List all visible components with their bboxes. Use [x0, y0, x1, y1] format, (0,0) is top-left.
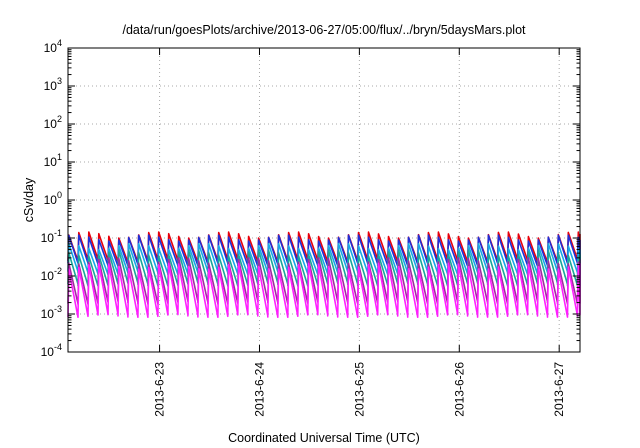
y-tick-label: 10-4: [41, 342, 62, 359]
x-tick-label: 2013-6-27: [552, 362, 566, 417]
y-tick-label: 104: [44, 38, 62, 55]
x-tick-label: 2013-6-25: [352, 362, 366, 417]
data-series-line: [67, 234, 581, 267]
data-series-line: [67, 262, 581, 319]
chart-title: /data/run/goesPlots/archive/2013-06-27/0…: [122, 23, 526, 37]
y-tick-label: 10-3: [41, 304, 62, 321]
axis-ticks: [68, 47, 580, 353]
x-axis-label: Coordinated Universal Time (UTC): [228, 431, 420, 445]
y-tick-label: 103: [44, 76, 62, 93]
y-tick-label: 10-1: [41, 228, 62, 245]
y-tick-label: 100: [44, 190, 62, 207]
x-tick-label: 2013-6-24: [252, 362, 266, 417]
x-tick-label: 2013-6-23: [153, 362, 167, 417]
y-tick-labels: 10-4 10-3 10-2 10-1 100 101 102 103 104: [41, 38, 62, 359]
x-tick-labels: 2013-6-23 2013-6-24 2013-6-25 2013-6-26 2013…: [153, 362, 567, 417]
x-tick-label: 2013-6-26: [452, 362, 466, 417]
y-tick-label: 101: [44, 152, 62, 169]
y-axis-label: cSv/day: [22, 177, 36, 222]
data-series-group: [67, 231, 581, 319]
y-tick-label: 102: [44, 114, 62, 131]
grid-lines: [68, 48, 580, 352]
y-tick-label: 10-2: [41, 266, 62, 283]
